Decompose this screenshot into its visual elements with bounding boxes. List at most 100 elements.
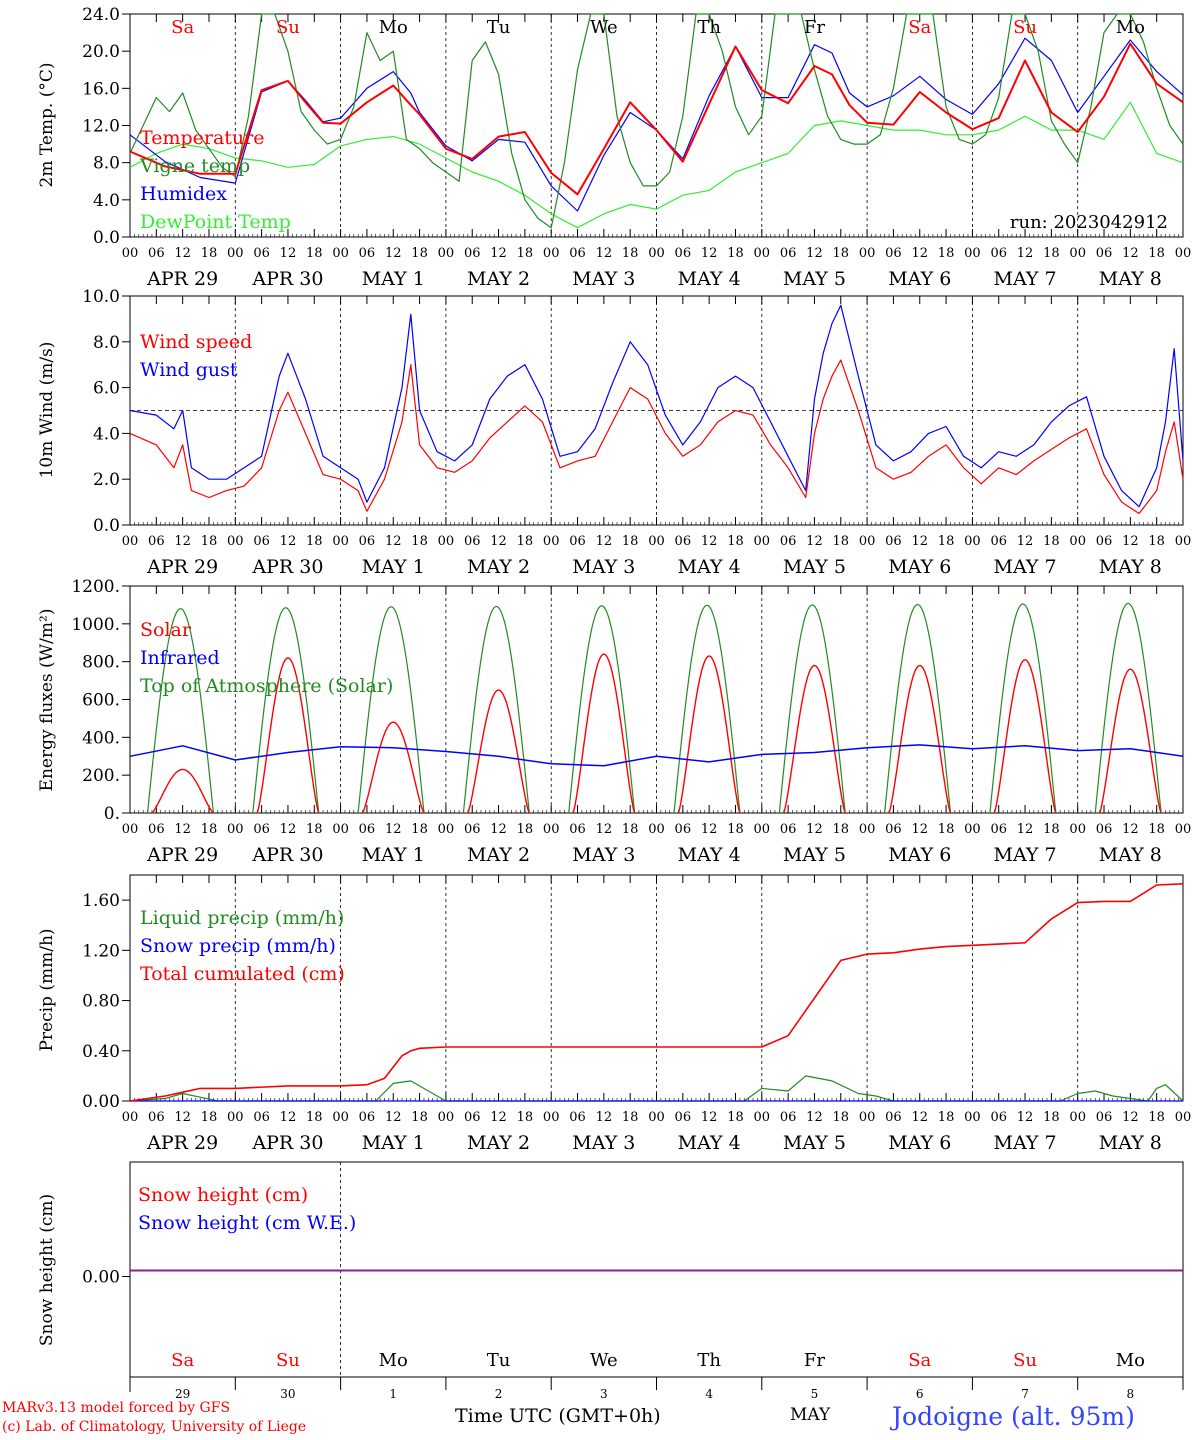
panel-3-hour-label: 00	[754, 822, 771, 837]
panel-3-hour-label: 18	[517, 822, 534, 837]
panel-3-ytick-label: 200.	[82, 766, 120, 786]
panel-1-hour-label: 06	[675, 246, 692, 261]
panel-2-hour-label: 12	[596, 534, 613, 549]
panel-2-hour-label: 00	[543, 534, 560, 549]
panel-2-date-label: MAY 5	[783, 556, 846, 578]
panel-3-ytick-label: 0.	[104, 804, 120, 824]
panel-4-hour-label: 18	[938, 1110, 955, 1125]
weekday-label-top: Mo	[1116, 17, 1145, 38]
panel-2-date-label: MAY 2	[467, 556, 530, 578]
panel-2-hour-label: 06	[359, 534, 376, 549]
panel-2-hour-label: 06	[675, 534, 692, 549]
weekday-label-bottom: Sa	[171, 1350, 194, 1371]
temp-legend-entry: DewPoint Temp	[140, 211, 291, 233]
infrared-series	[129, 744, 1184, 767]
panel-4-hour-label: 00	[543, 1110, 560, 1125]
panel-3-hour-label: 12	[490, 822, 507, 837]
solar-curve	[888, 664, 952, 814]
panel-4-date-label: MAY 8	[1099, 1132, 1162, 1154]
panel-3-hour-label: 00	[964, 822, 981, 837]
panel-1-hour-label: 00	[754, 246, 771, 261]
panel-2-ytick-label: 2.0	[93, 470, 120, 490]
panel-1-ytick-label: 24.0	[82, 5, 120, 25]
panel-2-hour-label: 00	[227, 534, 244, 549]
credit-line-1: MARv3.13 model forced by GFS	[2, 1400, 231, 1416]
panel-4-hour-label: 18	[622, 1110, 639, 1125]
temp-legend-entry: Temperature	[140, 127, 264, 149]
temp-legend-entry: Vigne temp	[139, 155, 250, 177]
panel-3-ytick-label: 1200.	[71, 577, 120, 597]
panel-4-date-label: MAY 5	[783, 1132, 846, 1154]
energy-legend-entry: Infrared	[140, 647, 220, 669]
panel-3-date-label: MAY 2	[467, 844, 530, 866]
panel-2-hour-label: 18	[201, 534, 218, 549]
toa-solar-curve	[147, 608, 214, 814]
panel-3-ytick-label: 1000.	[71, 615, 120, 635]
precip-series-total-cumulated-cm-	[129, 883, 1184, 1102]
panel-2-date-label: APR 29	[146, 556, 218, 578]
bottom-day-number: 30	[280, 1387, 295, 1401]
panel-3-hour-label: 00	[859, 822, 876, 837]
panel-4-hour-label: 00	[964, 1110, 981, 1125]
panel-2-hour-label: 18	[938, 534, 955, 549]
panel-3-hour-label: 12	[806, 822, 823, 837]
panel-3-hour-label: 00	[543, 822, 560, 837]
panel-1-date-label: MAY 5	[783, 268, 846, 290]
panel-2-hour-label: 18	[833, 534, 850, 549]
panel-3-hour-label: 12	[1017, 822, 1034, 837]
panel-4-hour-label: 00	[438, 1110, 455, 1125]
panel-1-hour-label: 18	[833, 246, 850, 261]
panel-2-hour-label: 06	[569, 534, 586, 549]
panel-1-ytick-label: 12.0	[82, 117, 120, 137]
panel-4-hour-label: 18	[411, 1110, 428, 1125]
panel-3-hour-label: 18	[306, 822, 323, 837]
weekday-label-bottom: Su	[1013, 1350, 1037, 1371]
weekday-label-bottom: Mo	[379, 1350, 408, 1371]
temp-series-temperature	[129, 42, 1184, 196]
panel-1-hour-label: 00	[438, 246, 455, 261]
panel-3-hour-label: 00	[1069, 822, 1086, 837]
panel-1-ytick-label: 20.0	[82, 42, 120, 62]
weekday-label-top: Su	[1013, 17, 1037, 38]
panel-1-hour-label: 18	[938, 246, 955, 261]
panel-4-ytick-label: 1.20	[82, 941, 120, 961]
panel-3-date-label: APR 29	[146, 844, 218, 866]
panel-2-hour-label: 12	[385, 534, 402, 549]
temp-series-vigne-temp	[129, 13, 1184, 229]
panel-3-hour-label: 00	[438, 822, 455, 837]
panel-5-ylabel: Snow height (cm)	[37, 1194, 57, 1346]
panel-1-date-label: APR 30	[251, 268, 323, 290]
panel-4-hour-label: 18	[1148, 1110, 1165, 1125]
panel-3-hour-label: 12	[911, 822, 928, 837]
panel-4-date-label: MAY 1	[362, 1132, 425, 1154]
panel-2-hour-label: 12	[701, 534, 718, 549]
panel-1-hour-label: 12	[1017, 246, 1034, 261]
wind-series-wind-gust	[129, 304, 1184, 508]
panel-4-hour-label: 18	[833, 1110, 850, 1125]
weekday-label-top: Th	[697, 17, 721, 38]
panel-4-hour-label: 12	[1017, 1110, 1034, 1125]
bottom-day-number: 4	[705, 1387, 713, 1401]
panel-1-frame	[129, 13, 1184, 238]
panel-4-hour-label: 18	[517, 1110, 534, 1125]
panel-4-hour-label: 06	[780, 1110, 797, 1125]
run-annotation: run: 2023042912	[1010, 212, 1168, 233]
panel-2-hour-label: 12	[1122, 534, 1139, 549]
weekday-label-bottom: Su	[276, 1350, 300, 1371]
panel-2-hour-label: 06	[990, 534, 1007, 549]
panel-2-hour-label: 00	[332, 534, 349, 549]
panel-3-date-label: MAY 1	[362, 844, 425, 866]
panel-3-ylabel: Energy fluxes (W/m²)	[37, 609, 57, 792]
toa-solar-curve	[778, 604, 846, 814]
panel-1-hour-label: 00	[1175, 246, 1192, 261]
weekday-label-bottom: Fr	[804, 1350, 825, 1371]
panel-2-hour-label: 12	[174, 534, 191, 549]
bottom-day-number: 3	[600, 1387, 608, 1401]
toa-solar-curve	[884, 603, 952, 814]
panel-1-hour-label: 18	[411, 246, 428, 261]
panel-1-hour-label: 06	[148, 246, 165, 261]
panel-2-ytick-label: 10.0	[82, 287, 120, 307]
panel-3-hour-label: 06	[464, 822, 481, 837]
panel-4-ytick-label: 1.60	[82, 891, 120, 911]
panel-5-ytick-label: 0.00	[82, 1268, 120, 1288]
